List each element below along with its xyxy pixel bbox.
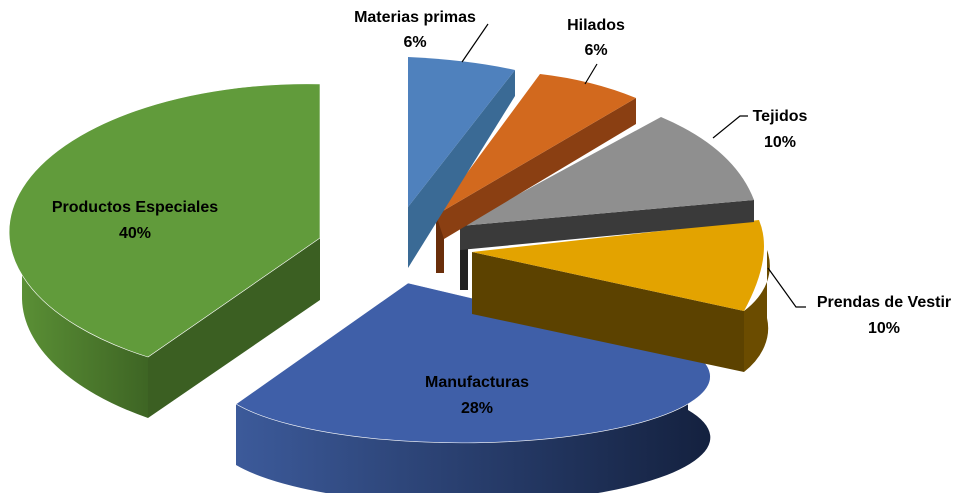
slice-side [436,98,636,239]
leader-line-prendas-de-vestir [767,267,806,308]
slice-top [8,83,321,358]
label-tejidos-name: Tejidos [753,108,808,125]
slice-side [472,252,744,372]
slice-side [148,238,320,418]
slice-side [236,349,711,493]
label-manufacturas-value: 28% [461,400,493,417]
label-prendas-de-vestir-name: Prendas de Vestir [817,294,951,311]
slice-productos-especiales [8,83,321,418]
slice-top [472,220,764,311]
slice-materias-primas [408,57,515,268]
label-materias-primas-value: 6% [403,34,426,51]
label-materias-primas-name: Materias primas [354,9,476,26]
label-hilados-value: 6% [584,42,607,59]
slice-manufacturas [235,282,711,493]
leader-line-tejidos [712,115,748,139]
label-prendas-de-vestir-value: 10% [868,320,900,337]
label-hilados-name: Hilados [567,17,625,34]
slice-top [460,117,754,226]
slice-prendas-de-vestir [472,220,770,372]
slice-top [436,74,636,215]
slice-side [408,70,515,268]
label-productos-especiales-name: Productos Especiales [52,199,218,216]
label-tejidos-value: 10% [764,134,796,151]
label-manufacturas-name: Manufacturas [425,374,529,391]
leader-line-materias-primas [461,23,489,63]
slice-tejidos [460,117,754,290]
slice-side [460,200,754,250]
leader-line-hilados [584,63,598,85]
slice-hilados [436,74,636,273]
slice-side [744,250,770,372]
slice-top [235,282,711,444]
slice-top [408,57,515,207]
label-productos-especiales-value: 40% [119,225,151,242]
